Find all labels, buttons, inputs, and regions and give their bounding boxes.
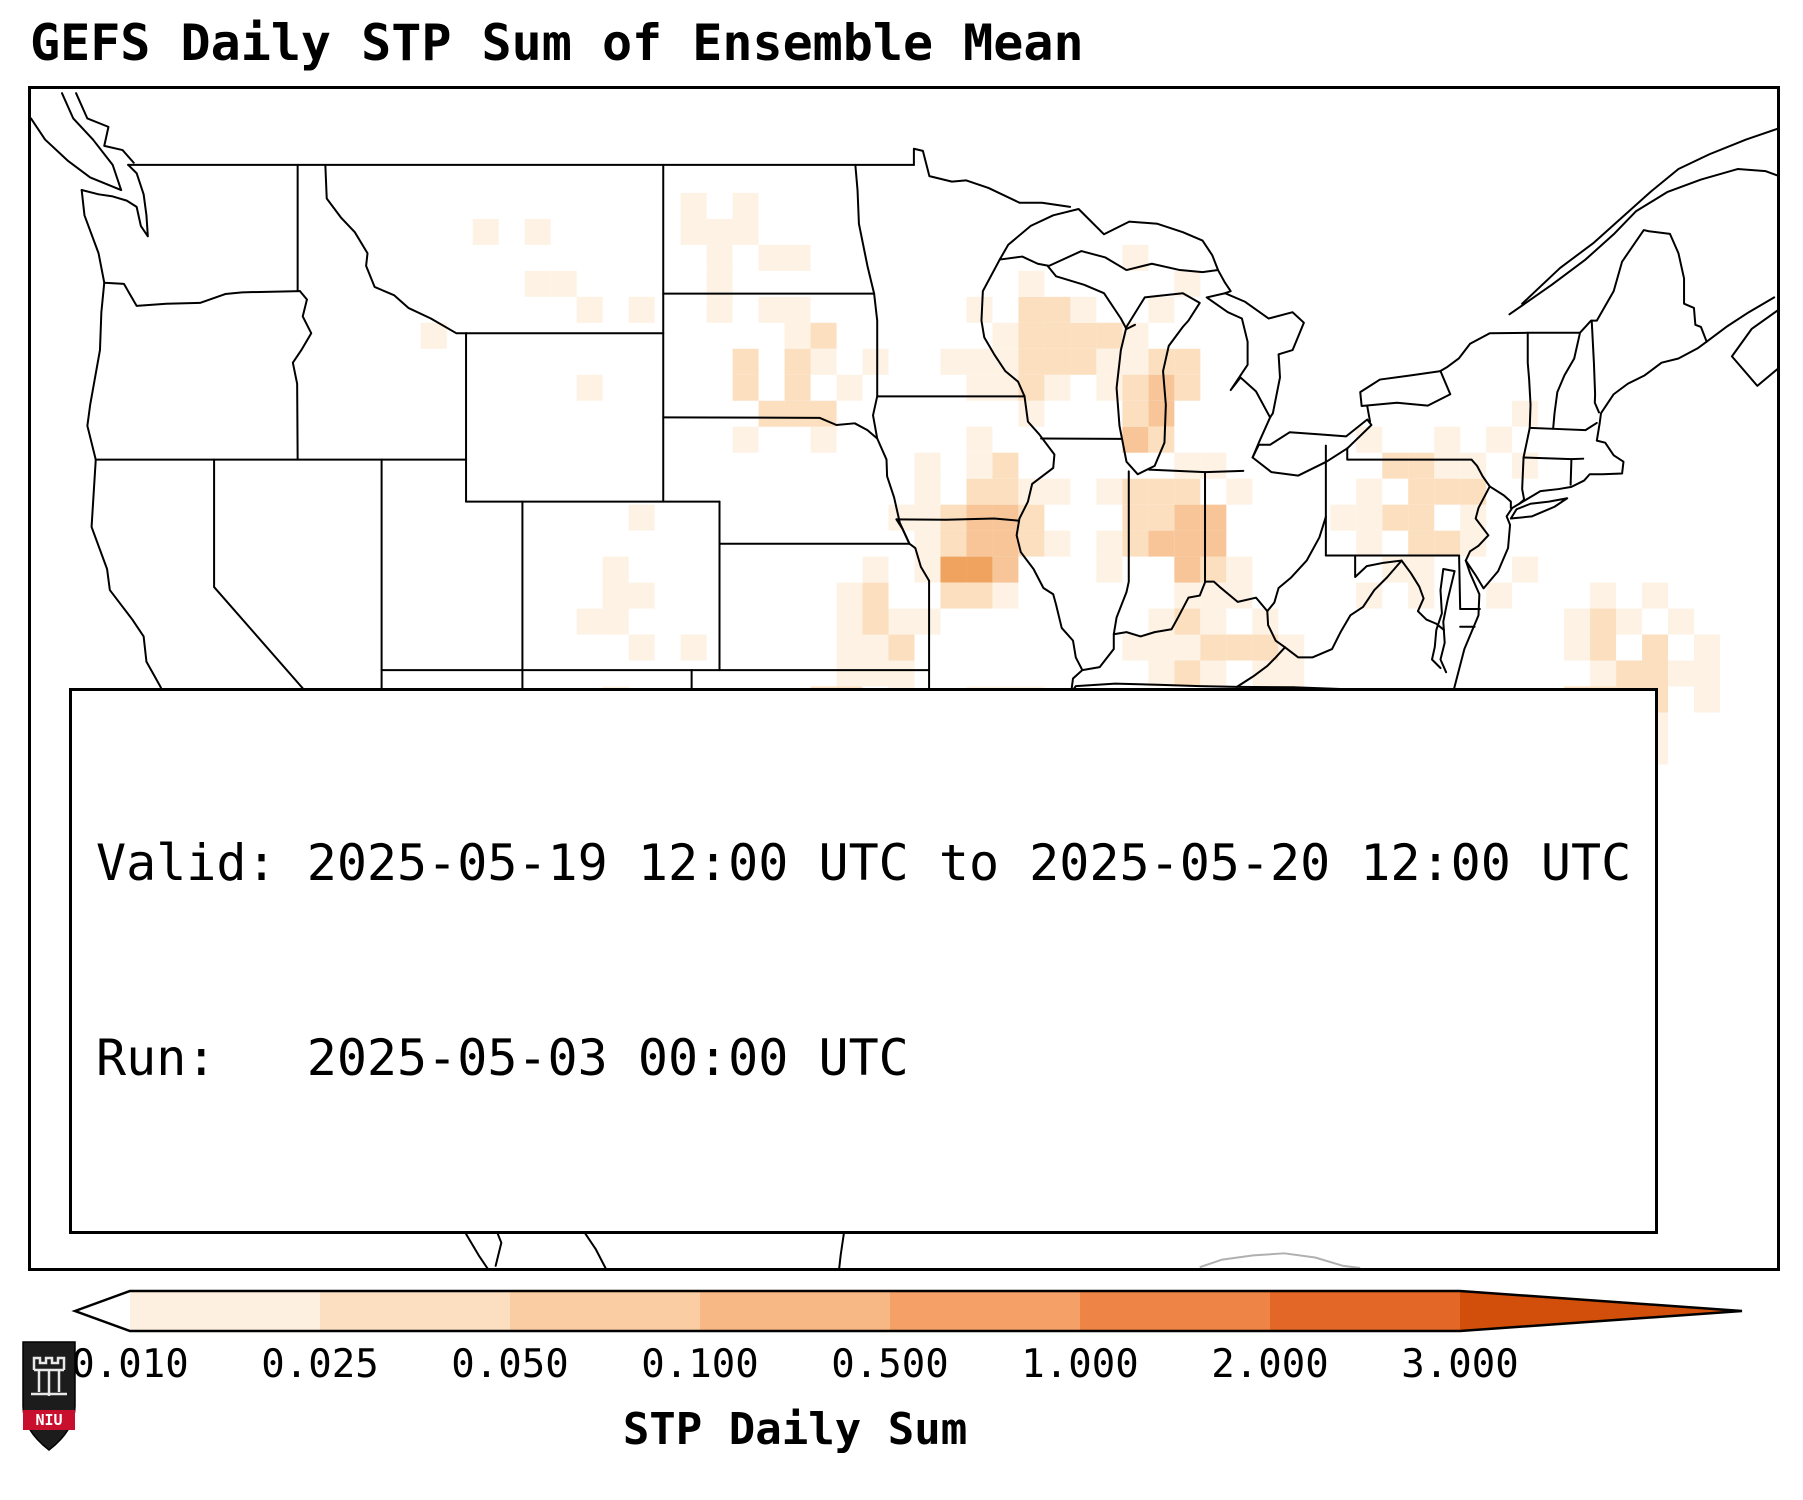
colorbar-label-row: STP Daily Sum <box>70 1404 1747 1455</box>
colorbar <box>70 1288 1747 1334</box>
tick-label: 1.000 <box>1021 1342 1139 1387</box>
run-line: Run: 2025-05-03 00:00 UTC <box>96 1029 909 1087</box>
valid-line: Valid: 2025-05-19 12:00 UTC to 2025-05-2… <box>96 834 1632 892</box>
tick-label: 3.000 <box>1401 1342 1519 1387</box>
niu-logo: NIU <box>20 1340 78 1454</box>
tick-label: 0.010 <box>71 1342 189 1387</box>
tick-label: 2.000 <box>1211 1342 1329 1387</box>
colorbar-label: STP Daily Sum <box>622 1404 968 1455</box>
tick-label: 0.050 <box>451 1342 569 1387</box>
niu-logo-text: NIU <box>35 1411 62 1429</box>
weather-map: Valid: 2025-05-19 12:00 UTC to 2025-05-2… <box>28 86 1780 1271</box>
colorbar-ticks: 0.010 0.025 0.050 0.100 0.500 1.000 2.000 3.000 <box>70 1342 1747 1388</box>
tick-label: 0.500 <box>831 1342 949 1387</box>
castle-icon <box>31 1356 67 1396</box>
validity-info-box: Valid: 2025-05-19 12:00 UTC to 2025-05-2… <box>69 688 1659 1234</box>
map-title: GEFS Daily STP Sum of Ensemble Mean <box>30 14 1084 72</box>
tick-label: 0.025 <box>261 1342 379 1387</box>
tick-label: 0.100 <box>641 1342 759 1387</box>
niu-band <box>23 1410 75 1430</box>
